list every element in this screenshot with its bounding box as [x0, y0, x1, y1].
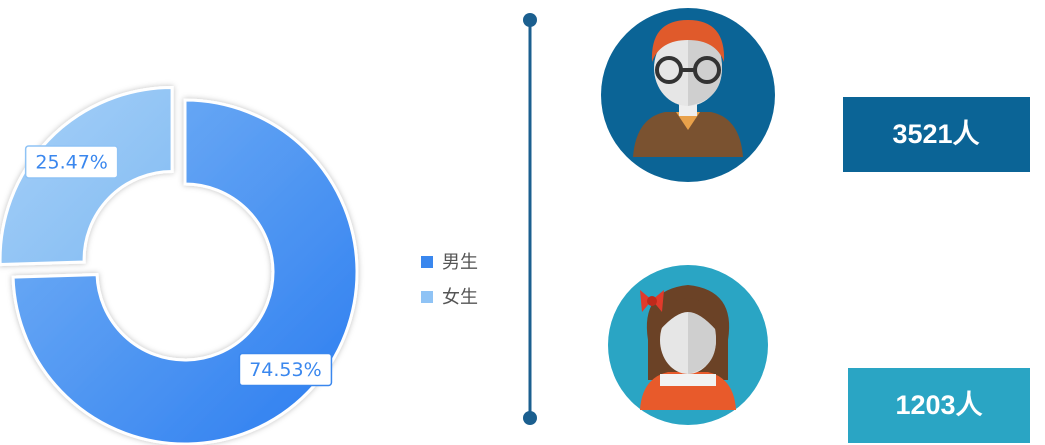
divider-dot [523, 411, 537, 425]
count-card [848, 368, 1030, 443]
legend-swatch [421, 291, 433, 303]
legend-label: 女生 [442, 287, 478, 308]
value-label: 25.47% [35, 151, 107, 173]
divider-dot [523, 13, 537, 27]
value-label-box [24, 145, 119, 179]
value-label: 74.53% [249, 359, 321, 381]
donut-chart: 74.53% 25.47% [0, 85, 359, 445]
count-text: 3521人 [892, 119, 979, 149]
legend-label: 男生 [442, 252, 478, 273]
female-avatar [608, 265, 768, 425]
value-label-box [238, 352, 333, 387]
count-text: 1203人 [895, 390, 982, 420]
legend-swatch [421, 256, 433, 268]
count-card [843, 97, 1030, 172]
male-avatar [601, 8, 775, 182]
